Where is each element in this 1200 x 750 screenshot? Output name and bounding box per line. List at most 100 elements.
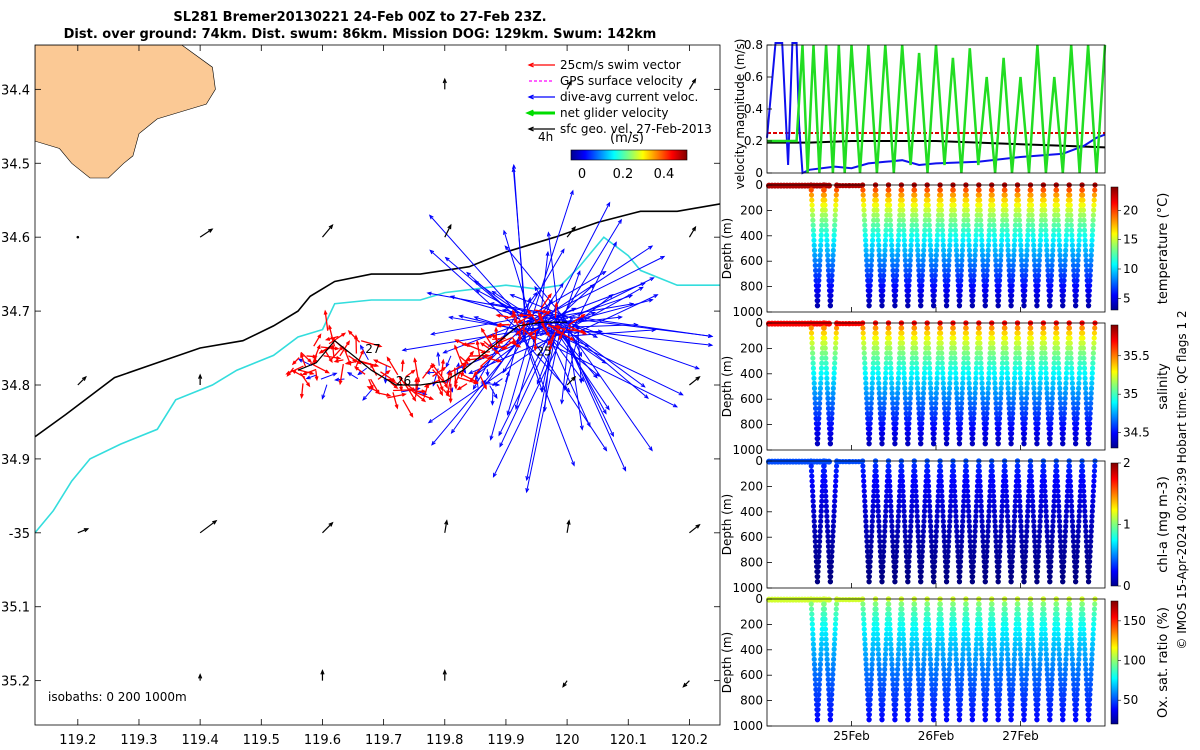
swim-vector-head bbox=[306, 382, 311, 388]
profile-sample bbox=[928, 661, 934, 667]
swim-vector bbox=[567, 328, 585, 333]
current-vector bbox=[428, 326, 568, 424]
profile-sample bbox=[874, 631, 881, 637]
profile-sample bbox=[973, 641, 979, 647]
current-vector-head bbox=[579, 377, 585, 383]
profile-sample bbox=[831, 646, 837, 652]
profile-sample bbox=[1087, 405, 1094, 412]
profile-sample bbox=[873, 192, 879, 198]
profile-sample bbox=[1075, 661, 1082, 667]
profile-sample bbox=[1005, 666, 1012, 672]
profile-sample bbox=[934, 380, 940, 386]
section-colorbar bbox=[1110, 462, 1119, 587]
profile-sample bbox=[1083, 528, 1089, 534]
profile-sample bbox=[823, 503, 829, 509]
profile-sample bbox=[1022, 691, 1028, 698]
profile-sample bbox=[1090, 498, 1096, 504]
profile-sample bbox=[899, 606, 905, 612]
swim-vector bbox=[313, 334, 322, 347]
profile-sample bbox=[809, 202, 815, 208]
profile-sample bbox=[818, 651, 824, 657]
profile-sample bbox=[1077, 217, 1083, 223]
profile-sample bbox=[932, 405, 939, 412]
profile-sample bbox=[977, 483, 983, 489]
profile-sample bbox=[1079, 187, 1085, 193]
profile-sample bbox=[876, 671, 883, 678]
profile-sample bbox=[965, 493, 971, 499]
profile-sample bbox=[833, 478, 839, 484]
profile-sample bbox=[901, 232, 907, 238]
profile-sample bbox=[830, 395, 836, 402]
profile-sample bbox=[1087, 548, 1093, 555]
profile-sample bbox=[831, 503, 837, 509]
profile-sample bbox=[890, 405, 896, 412]
profile-sample bbox=[1043, 508, 1049, 514]
profile-sample bbox=[1024, 247, 1030, 253]
profile-sample bbox=[979, 523, 985, 529]
profile-sample bbox=[907, 262, 913, 269]
profile-sample bbox=[888, 227, 894, 233]
profile-sample bbox=[960, 508, 966, 514]
swim-vector-head bbox=[511, 314, 517, 319]
profile-sample bbox=[1056, 503, 1062, 509]
profile-sample bbox=[1082, 651, 1088, 657]
profile-sample bbox=[815, 425, 821, 432]
profile-sample bbox=[882, 385, 888, 391]
profile-sample bbox=[876, 390, 882, 396]
profile-sample bbox=[1016, 488, 1022, 494]
swim-vector bbox=[432, 367, 446, 377]
profile-sample bbox=[1012, 636, 1018, 642]
profile-sample bbox=[918, 563, 925, 570]
profile-sample bbox=[896, 508, 902, 514]
swim-vector-head bbox=[440, 358, 445, 364]
profile-sample bbox=[1070, 400, 1077, 407]
profile-sample bbox=[931, 287, 938, 294]
profile-sample bbox=[1029, 483, 1035, 489]
profile-sample bbox=[1091, 483, 1097, 489]
profile-sample bbox=[1028, 192, 1034, 198]
profile-sample bbox=[965, 631, 971, 637]
profile-sample bbox=[909, 503, 915, 509]
profile-sample bbox=[985, 242, 992, 248]
profile-sample bbox=[871, 355, 877, 361]
profile-sample bbox=[1015, 606, 1021, 612]
profile-sample bbox=[886, 340, 893, 346]
profile-sample bbox=[899, 478, 906, 484]
profile-sample bbox=[1019, 267, 1025, 274]
profile-sample bbox=[1009, 563, 1015, 570]
profile-sample bbox=[1060, 701, 1067, 708]
profile-sample bbox=[909, 641, 915, 647]
profile-sample bbox=[1043, 242, 1050, 248]
profile-sample bbox=[1058, 681, 1064, 688]
profile-sample bbox=[935, 631, 941, 637]
geo-arrow-head bbox=[562, 682, 567, 688]
profile-sample bbox=[964, 626, 971, 632]
current-vector bbox=[505, 371, 510, 383]
profile-sample bbox=[1035, 553, 1041, 560]
profile-sample bbox=[971, 676, 978, 683]
profile-sample bbox=[912, 468, 918, 474]
profile-sample bbox=[1018, 528, 1024, 534]
profile-sample bbox=[1012, 503, 1018, 509]
profile-sample bbox=[815, 706, 821, 713]
profile-sample bbox=[1057, 528, 1063, 534]
profile-sample bbox=[1091, 616, 1097, 622]
profile-sample bbox=[1030, 232, 1036, 238]
profile-sample bbox=[976, 187, 982, 193]
profile-sample bbox=[986, 375, 992, 381]
profile-sample bbox=[996, 563, 1002, 570]
current-vector-head bbox=[648, 245, 654, 250]
profile-sample bbox=[893, 420, 899, 427]
colorbar-label: temperature (°C) bbox=[1156, 193, 1171, 305]
profile-sample bbox=[984, 272, 990, 279]
current-vector-head bbox=[472, 384, 477, 390]
profile-sample bbox=[1004, 498, 1010, 504]
profile-sample bbox=[1070, 262, 1077, 269]
profile-sample bbox=[1047, 568, 1053, 575]
profile-sample bbox=[997, 267, 1003, 274]
profile-sample bbox=[1069, 651, 1075, 657]
profile-sample bbox=[896, 370, 902, 376]
profile-sample bbox=[1089, 365, 1096, 371]
profile-sample bbox=[973, 227, 979, 233]
profile-sample bbox=[928, 671, 934, 678]
